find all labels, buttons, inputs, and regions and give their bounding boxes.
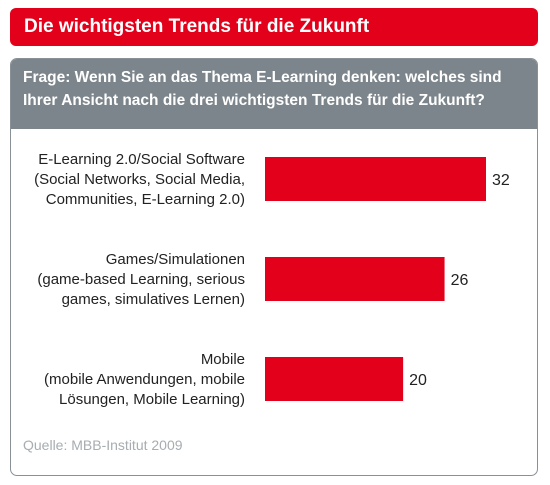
category-label-2-line-1: Games/Simulationen [106, 251, 245, 268]
category-label-1-line-1: E-Learning 2.0/Social Software [38, 151, 245, 168]
question-box: Frage: Wenn Sie an das Thema E-Learning … [11, 59, 537, 129]
data-label-2: 26 [451, 272, 469, 289]
bar-3 [265, 357, 404, 401]
chart-title: Die wichtigsten Trends für die Zukunft [10, 8, 538, 46]
source-note: Quelle: MBB-Institut 2009 [23, 437, 183, 453]
data-label-3: 20 [409, 372, 427, 389]
data-label-1: 32 [492, 172, 510, 189]
category-label-3-line-2: (mobile Anwendungen, mobile [44, 371, 245, 388]
question-line-2: Ihrer Ansicht nach die drei wichtigsten … [23, 92, 485, 109]
bar-2 [265, 257, 445, 301]
bar-1 [265, 157, 486, 201]
category-label-3-line-3: Lösungen, Mobile Learning) [59, 391, 245, 408]
chart-card: Frage: Wenn Sie an das Thema E-Learning … [10, 58, 538, 476]
category-label-3-line-1: Mobile [201, 351, 245, 368]
category-label-1-line-2: (Social Networks, Social Media, [34, 171, 245, 188]
category-label-2-line-2: (game-based Learning, serious [37, 271, 245, 288]
question-line-1: Frage: Wenn Sie an das Thema E-Learning … [23, 69, 502, 86]
bar-chart: 32 E-Learning 2.0/Social Software (Social … [34, 151, 510, 408]
category-label-1-line-3: Communities, E-Learning 2.0) [46, 191, 245, 208]
category-label-2-line-3: games, simulatives Lernen) [62, 291, 245, 308]
